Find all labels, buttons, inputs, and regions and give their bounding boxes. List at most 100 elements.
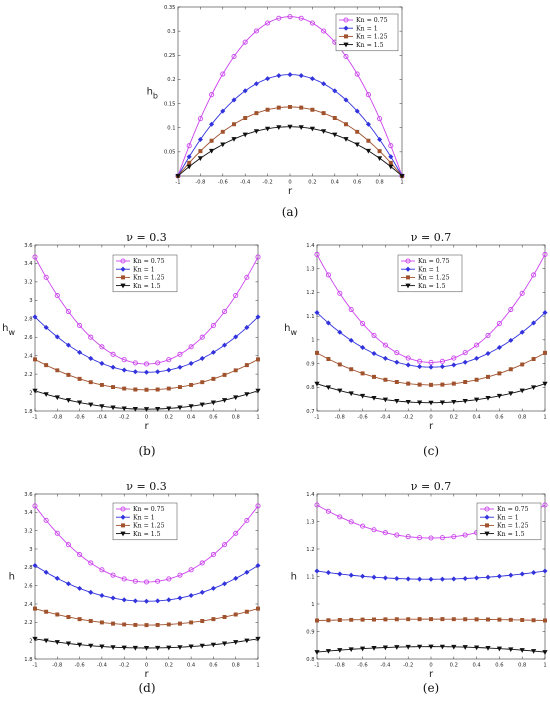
data-point: [343, 137, 349, 142]
x-tick-label: 0: [288, 180, 291, 186]
data-point: [209, 121, 215, 127]
data-point: [486, 617, 490, 622]
data-point: [497, 371, 502, 376]
data-point: [177, 385, 182, 390]
data-point: [76, 642, 83, 648]
data-point: [43, 274, 49, 280]
panel-caption: (e): [423, 681, 439, 695]
data-point: [244, 569, 250, 575]
data-point: [99, 593, 105, 599]
x-tick-label: 1: [400, 180, 403, 186]
data-point: [220, 129, 225, 134]
data-point: [287, 14, 293, 20]
legend-label: Kn = 1.25: [356, 34, 388, 41]
data-point: [332, 132, 338, 138]
legend-label: Kn = 1.5: [356, 42, 384, 49]
data-point: [177, 364, 183, 370]
data-point: [244, 274, 250, 280]
x-tick-label: 0: [429, 663, 432, 669]
data-point: [440, 382, 445, 387]
data-point: [99, 382, 104, 387]
data-point: [382, 530, 388, 536]
data-point: [77, 585, 83, 591]
data-point: [508, 391, 514, 397]
legend-item: Kn = 1.5: [116, 531, 161, 538]
data-point: [244, 609, 249, 614]
data-point: [121, 597, 127, 603]
data-point: [377, 136, 383, 143]
data-point: [474, 617, 479, 622]
x-axis-label: r: [429, 421, 434, 432]
data-point: [348, 519, 354, 525]
data-point: [314, 502, 320, 508]
data-point: [88, 560, 94, 566]
data-point: [371, 332, 377, 338]
legend-item: Kn = 1.25: [339, 34, 388, 41]
data-point: [166, 367, 172, 373]
data-point: [287, 124, 293, 130]
y-tick-label: 1.1: [306, 314, 314, 320]
panel-caption: (c): [423, 444, 439, 458]
y-tick-label: 0.3: [167, 29, 175, 35]
legend-marker: [121, 523, 125, 528]
data-point: [155, 578, 161, 584]
x-tick-label: 0.2: [308, 180, 316, 186]
y-tick-label: 1.2: [306, 290, 314, 296]
data-point: [542, 502, 548, 508]
y-axis-label-subscript: w: [8, 328, 15, 337]
data-point: [462, 399, 468, 404]
data-point: [132, 598, 138, 604]
x-tick-label: 0.4: [187, 663, 196, 669]
data-point: [99, 344, 105, 350]
chart-panel-1: -1 -0.8 -0.6 -0.4 -0.2 0 0.2 0.4 0.6 0.8 1 0.05 0.1 0…: [147, 5, 405, 219]
data-point: [314, 251, 320, 258]
legend-marker: [343, 42, 349, 48]
data-point: [186, 154, 192, 160]
data-point: [54, 334, 60, 340]
data-point: [496, 393, 503, 399]
y-tick-label: 1.8: [24, 657, 32, 663]
x-tick-label: -0.2: [119, 663, 129, 669]
x-axis-label: r: [429, 669, 434, 680]
data-point: [222, 581, 228, 587]
data-point: [406, 381, 411, 386]
series-4: [314, 644, 548, 655]
data-point: [244, 638, 250, 644]
x-tick-label: 0.4: [331, 180, 340, 186]
legend-item: Kn = 1: [339, 25, 378, 32]
data-point: [348, 391, 354, 397]
y-axis-label-main: h: [2, 323, 8, 334]
data-point: [132, 406, 138, 412]
data-point: [325, 649, 332, 654]
data-point: [210, 642, 217, 648]
data-point: [428, 644, 434, 650]
data-point: [155, 360, 161, 366]
data-point: [121, 357, 127, 363]
data-point: [417, 382, 422, 387]
data-point: [388, 164, 394, 170]
data-point: [244, 324, 250, 330]
data-point: [65, 542, 71, 548]
data-point: [371, 350, 377, 357]
data-point: [371, 646, 377, 651]
data-point: [242, 39, 248, 45]
x-tick-label: -0.4: [380, 415, 391, 421]
data-point: [244, 392, 250, 397]
data-point: [155, 387, 160, 392]
data-point: [255, 254, 261, 260]
data-point: [531, 618, 536, 623]
y-tick-label: 1: [311, 338, 314, 344]
data-point: [77, 552, 83, 558]
data-point: [177, 572, 183, 578]
x-tick-label: 0.4: [187, 415, 196, 421]
data-point: [43, 392, 49, 397]
x-tick-label: -1: [314, 415, 319, 421]
data-point: [394, 399, 400, 404]
data-point: [88, 618, 93, 623]
data-point: [188, 360, 194, 366]
data-point: [243, 116, 248, 120]
data-point: [496, 573, 502, 579]
data-point: [200, 618, 205, 623]
data-point: [485, 350, 491, 357]
